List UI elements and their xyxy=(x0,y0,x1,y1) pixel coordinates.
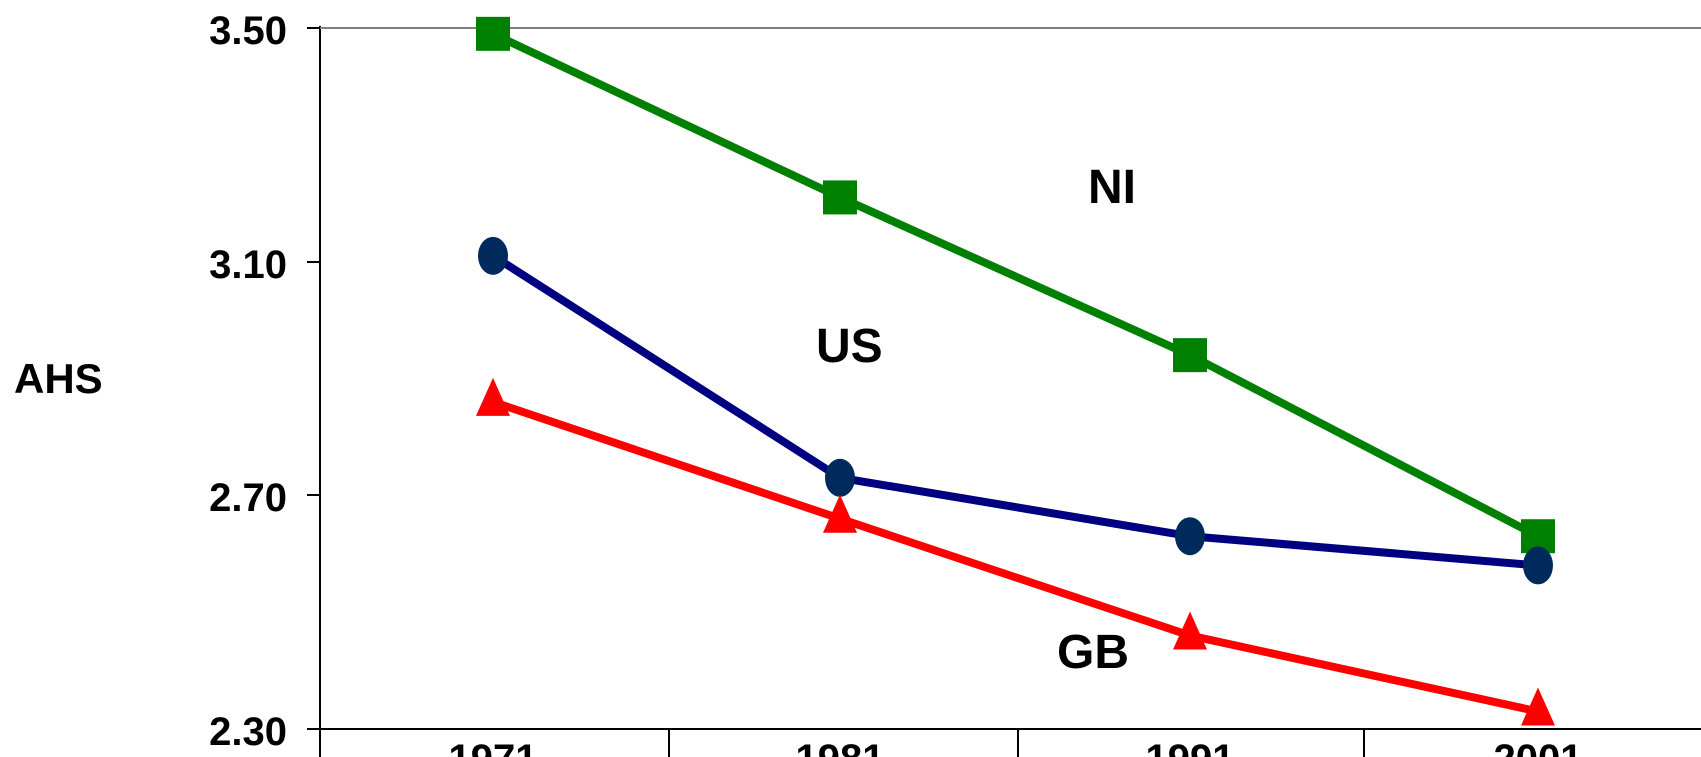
data-point-ni xyxy=(1173,338,1207,373)
x-tick-label: 1991 xyxy=(1146,737,1235,757)
series-gb xyxy=(476,377,1555,726)
series-line-us xyxy=(490,252,1539,570)
data-point-us xyxy=(1523,546,1553,585)
x-tick-label: 1971 xyxy=(449,737,538,757)
series-ni xyxy=(476,16,1555,554)
series-layer xyxy=(476,16,1555,726)
data-point-gb xyxy=(476,377,510,416)
data-point-gb xyxy=(1173,611,1207,650)
axes xyxy=(307,26,1701,757)
series-line-gb xyxy=(491,398,1539,716)
series-label-ni: NI xyxy=(1088,161,1136,214)
y-tick-label: 2.30 xyxy=(209,710,287,754)
data-point-gb xyxy=(1521,687,1555,726)
y-axis-label: AHS xyxy=(14,355,103,402)
series-label-gb: GB xyxy=(1057,626,1129,679)
data-point-ni xyxy=(476,16,510,51)
series-label-us: US xyxy=(816,320,883,373)
x-tick-label: 1981 xyxy=(796,737,885,757)
y-tick-label: 3.50 xyxy=(209,9,287,53)
y-tick-label: 2.70 xyxy=(209,476,287,520)
data-point-us xyxy=(1175,517,1205,556)
data-point-us xyxy=(825,458,855,497)
data-point-us xyxy=(478,236,508,275)
y-tick-label: 3.10 xyxy=(209,243,287,287)
x-tick-label: 2001 xyxy=(1494,737,1583,757)
data-point-gb xyxy=(823,494,857,533)
data-point-ni xyxy=(823,180,857,215)
series-line-ni xyxy=(491,30,1540,540)
series-us xyxy=(478,236,1553,585)
series-labels: NI US GB xyxy=(816,161,1136,679)
y-tick-labels: 3.50 3.10 2.70 2.30 xyxy=(209,9,287,754)
x-tick-labels: 1971 1981 1991 2001 xyxy=(449,737,1583,757)
